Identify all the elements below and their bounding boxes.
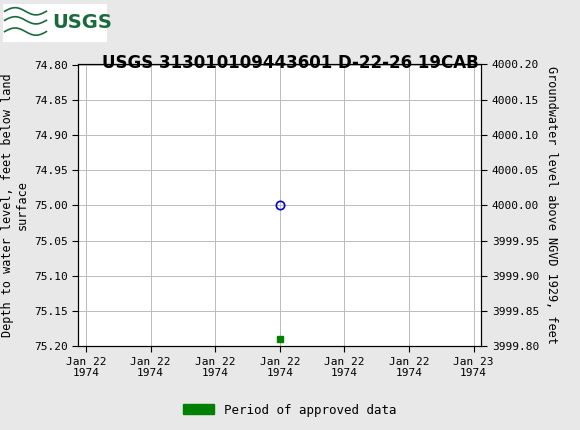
Bar bbox=[3, 3, 107, 42]
Y-axis label: Groundwater level above NGVD 1929, feet: Groundwater level above NGVD 1929, feet bbox=[545, 66, 557, 344]
Y-axis label: Depth to water level, feet below land
surface: Depth to water level, feet below land su… bbox=[1, 74, 28, 337]
Text: USGS: USGS bbox=[52, 13, 112, 32]
Text: USGS 313010109443601 D-22-26 19CAB: USGS 313010109443601 D-22-26 19CAB bbox=[102, 54, 478, 72]
Legend: Period of approved data: Period of approved data bbox=[178, 399, 402, 421]
